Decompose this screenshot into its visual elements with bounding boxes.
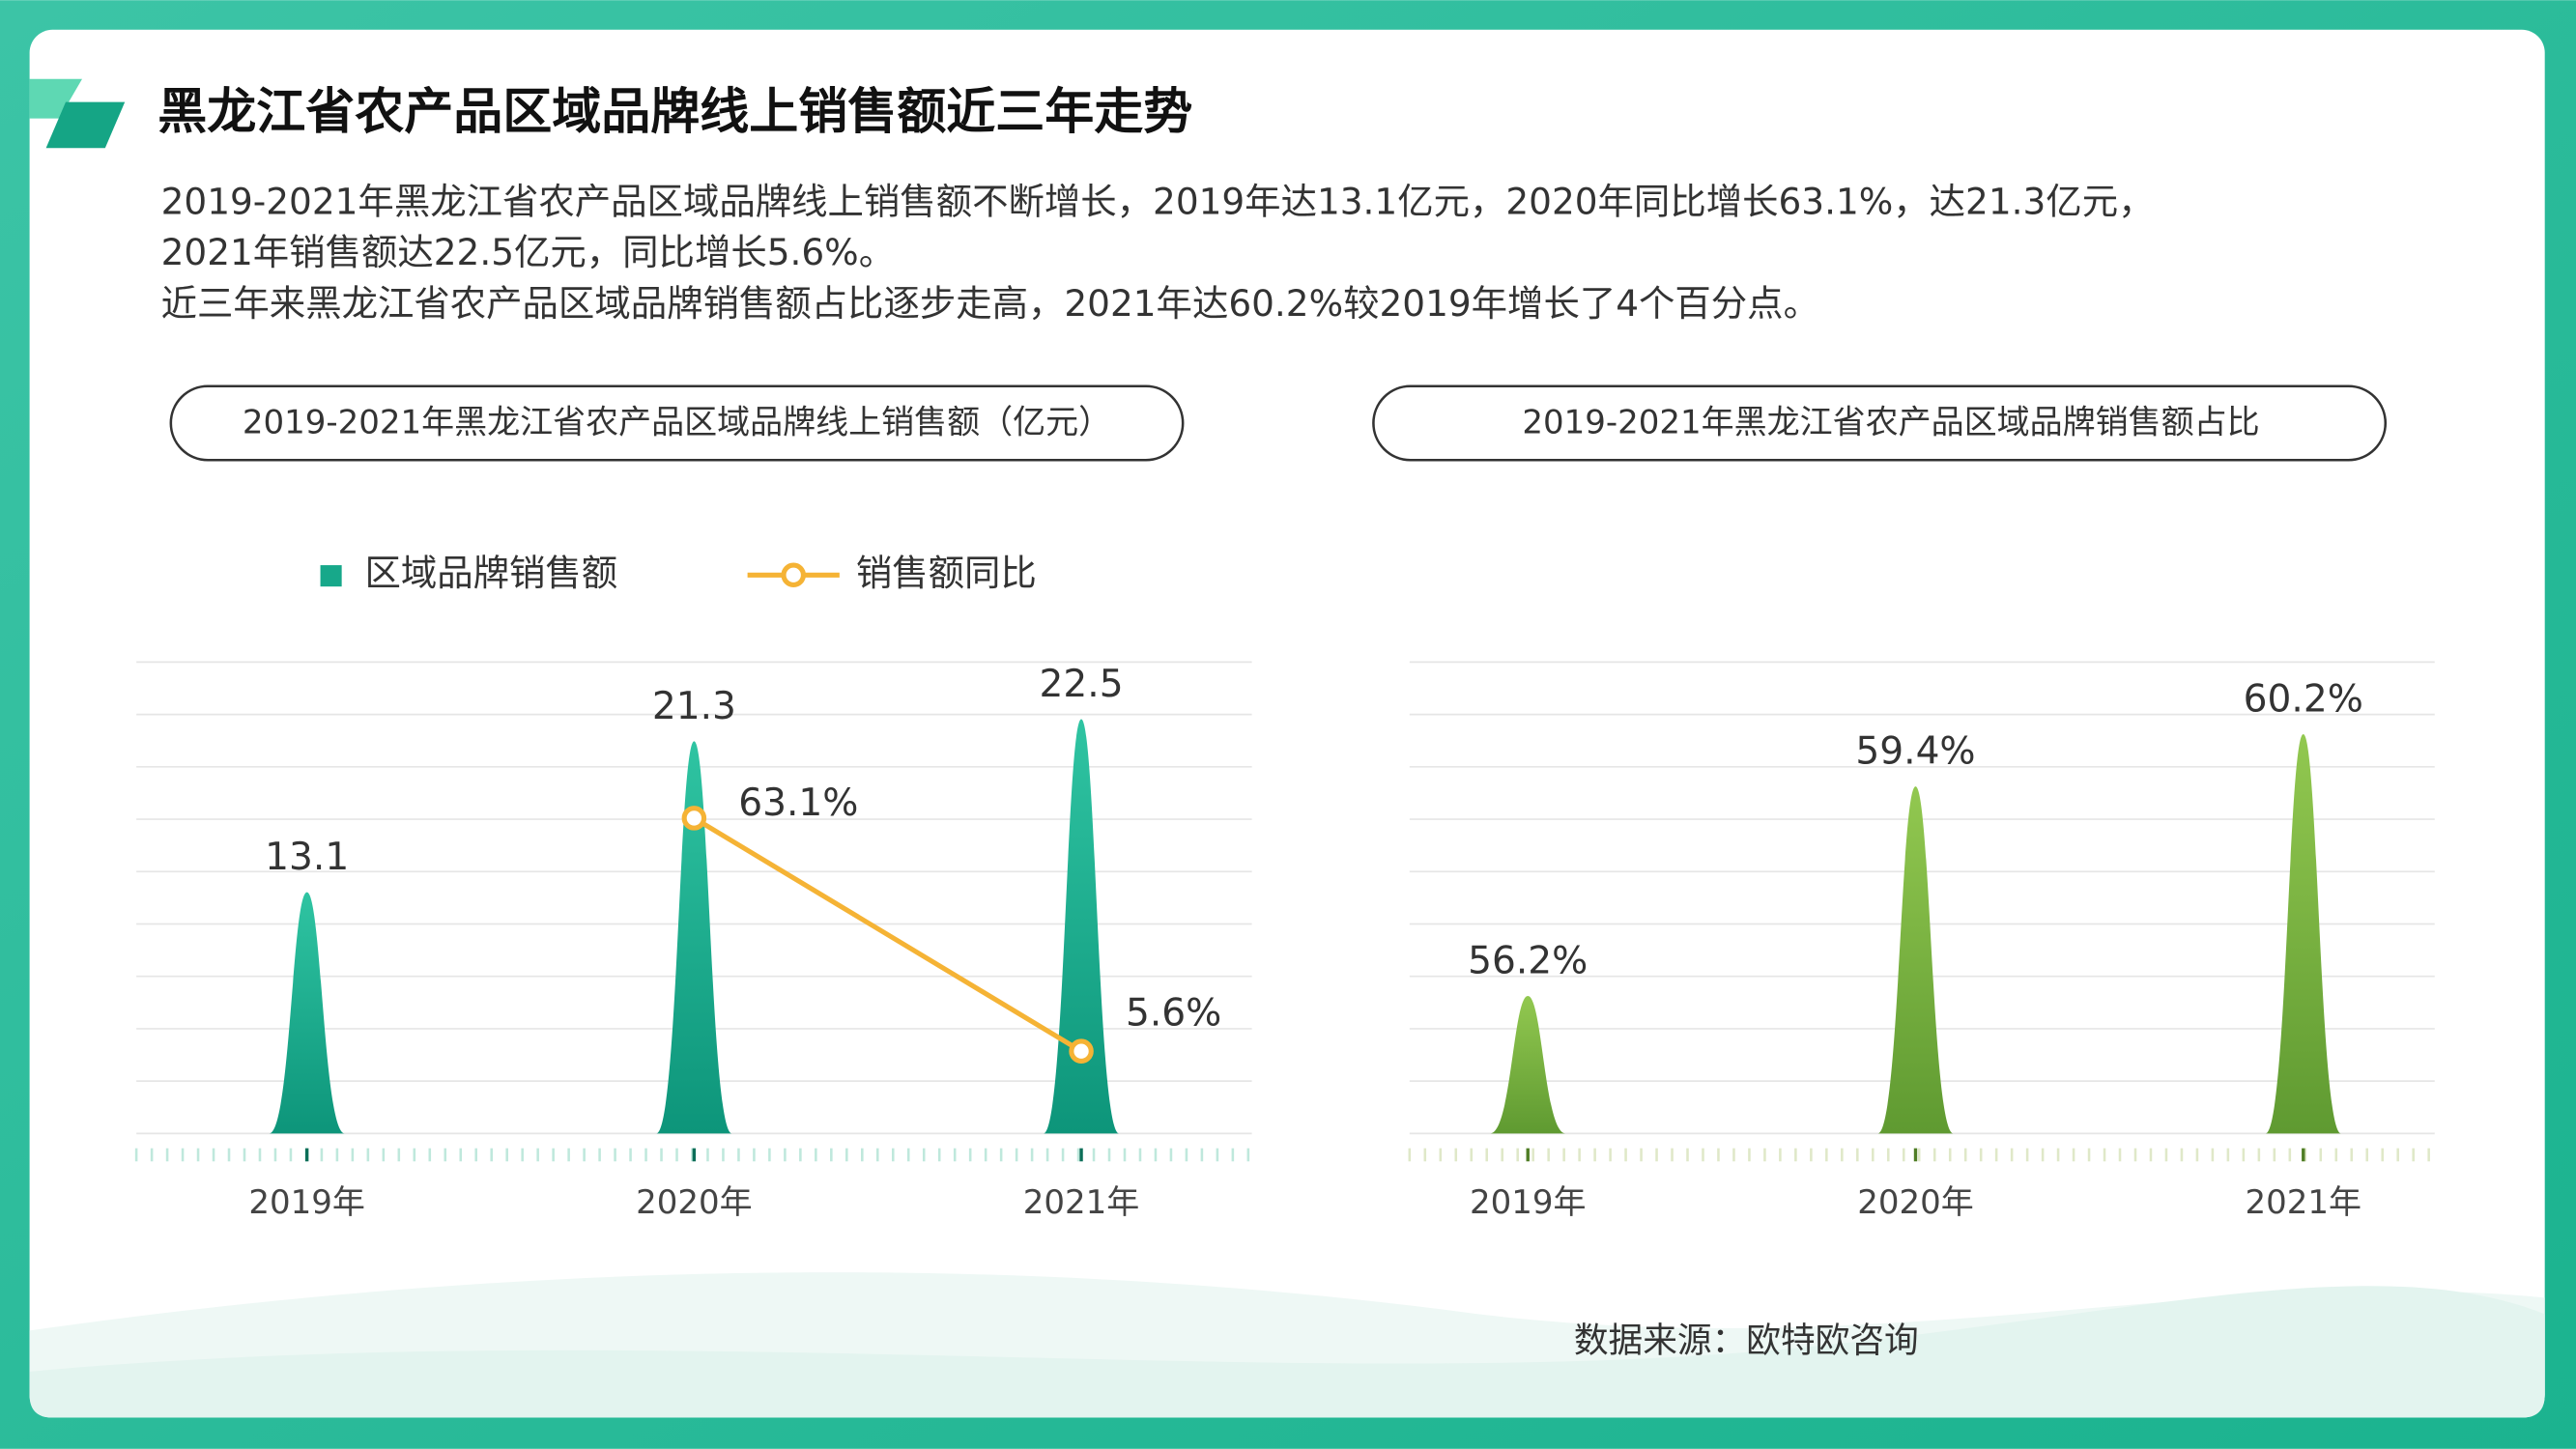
data-label: 5.6% [1126, 991, 1221, 1035]
x-tick-label: 2020年 [636, 1183, 753, 1222]
data-label: 60.2% [2244, 677, 2363, 721]
line-point [1069, 1038, 1094, 1064]
bar [2265, 733, 2341, 1134]
legend-swatch [320, 565, 342, 587]
x-tick-label: 2021年 [2245, 1183, 2361, 1222]
bar [269, 892, 345, 1134]
data-label: 13.1 [265, 836, 349, 879]
chart-title: 2019-2021年黑龙江省农产品区域品牌线上销售额（亿元） [243, 403, 1111, 441]
description: 2019-2021年黑龙江省农产品区域品牌线上销售额不断增长，2019年达13.… [161, 181, 2155, 223]
line [693, 815, 1083, 1054]
chart-title-box [169, 384, 1185, 462]
bar [1490, 996, 1566, 1134]
bar [656, 741, 732, 1134]
legend-swatch [781, 562, 806, 588]
data-label: 22.5 [1040, 663, 1124, 706]
x-tick-label: 2019年 [1470, 1183, 1587, 1222]
legend-label: 销售额同比 [856, 552, 1037, 594]
description: 2021年销售额达22.5亿元，同比增长5.6%。 [161, 231, 895, 273]
title-icon [29, 78, 83, 119]
data-label: 21.3 [652, 685, 736, 728]
title-icon [45, 101, 126, 149]
x-tick-label: 2021年 [1023, 1183, 1140, 1222]
data-label: 63.1% [738, 781, 858, 825]
source: 数据来源：欧特欧咨询 [1574, 1321, 1919, 1360]
chart-title-box [1372, 384, 2388, 462]
x-tick-label: 2020年 [1857, 1183, 1974, 1222]
bar [1877, 786, 1954, 1134]
data-label: 59.4% [1855, 730, 1975, 774]
data-label: 56.2% [1468, 940, 1588, 983]
page-title: 黑龙江省农产品区域品牌线上销售额近三年走势 [157, 84, 1192, 141]
legend-label: 区域品牌销售额 [364, 552, 617, 594]
line-point [681, 806, 707, 831]
wave [29, 1286, 2545, 1418]
description: 近三年来黑龙江省农产品区域品牌销售额占比逐步走高，2021年达60.2%较201… [161, 282, 1819, 325]
chart-title: 2019-2021年黑龙江省农产品区域品牌销售额占比 [1522, 403, 2259, 441]
bar [1043, 719, 1120, 1134]
x-tick-label: 2019年 [248, 1183, 365, 1222]
